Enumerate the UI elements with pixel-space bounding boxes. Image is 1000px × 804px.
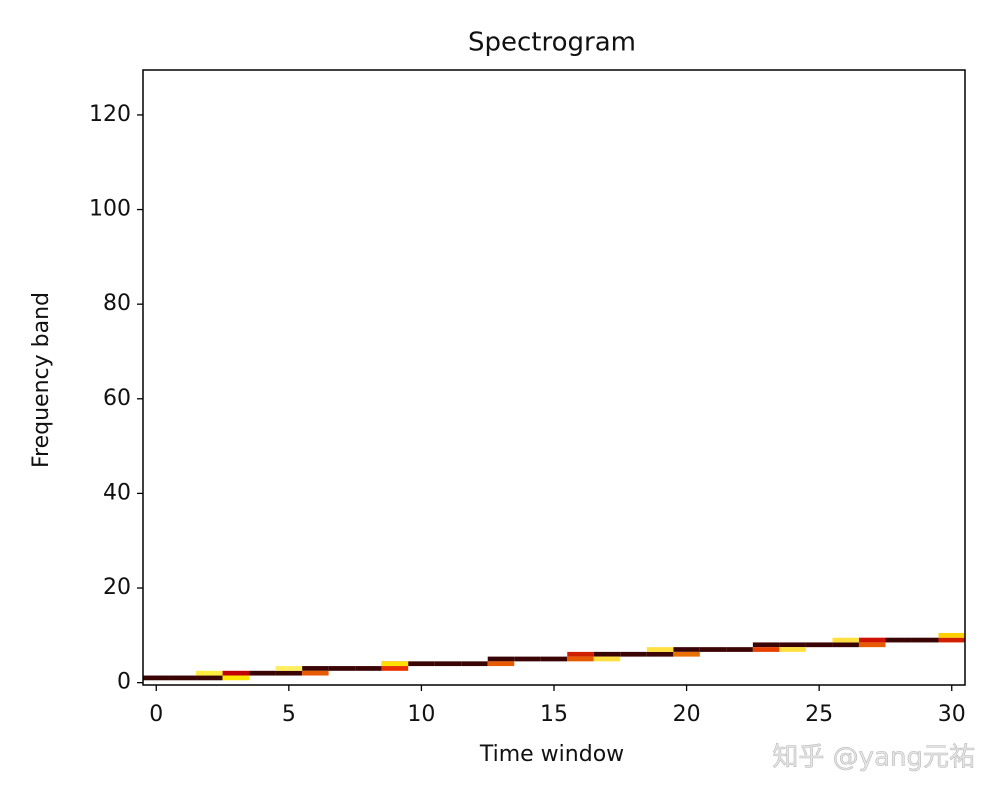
heatmap-cell xyxy=(779,642,806,648)
heatmap-cell xyxy=(832,642,859,648)
heatmap-cell xyxy=(911,637,939,643)
y-tick-label: 80 xyxy=(103,291,131,316)
heatmap-cell xyxy=(567,651,594,657)
x-axis-label: Time window xyxy=(479,742,624,767)
heatmap-cell xyxy=(381,661,409,667)
y-tick-label: 100 xyxy=(89,197,131,222)
heatmap-cell xyxy=(567,656,594,662)
heatmap-cell xyxy=(275,670,303,676)
heatmap-cell xyxy=(673,651,700,657)
heatmap-cell xyxy=(434,661,462,667)
heatmap-cell xyxy=(885,637,912,643)
x-tick-label: 0 xyxy=(149,702,163,727)
y-tick-label: 60 xyxy=(103,386,131,411)
x-tick-label: 10 xyxy=(407,702,435,727)
x-tick-label: 20 xyxy=(673,702,701,727)
heatmap-cell xyxy=(487,661,515,667)
y-tick-label: 0 xyxy=(117,670,131,695)
heatmap-cell xyxy=(858,642,886,648)
x-tick-label: 30 xyxy=(938,702,966,727)
heatmap-cell xyxy=(328,666,356,671)
heatmap-cell xyxy=(646,647,674,652)
plot-frame xyxy=(142,69,966,686)
heatmap-cell xyxy=(381,666,409,671)
heatmap-cell xyxy=(514,656,541,662)
heatmap-cell xyxy=(593,656,621,662)
y-axis-label: Frequency band xyxy=(29,292,54,468)
heatmap-cell xyxy=(593,651,621,657)
heatmap-cell xyxy=(249,670,276,676)
heatmap-cell xyxy=(355,666,382,671)
x-tick-label: 25 xyxy=(805,702,833,727)
heatmap-cell xyxy=(938,637,965,643)
x-tick-label: 5 xyxy=(282,702,296,727)
heatmap-cell xyxy=(169,675,197,681)
heatmap-cell xyxy=(752,647,780,652)
heatmap-cell xyxy=(302,666,329,671)
heatmap-cell xyxy=(699,647,727,652)
chart-title: Spectrogram xyxy=(468,28,636,58)
heatmap-cell xyxy=(805,642,833,648)
y-tick-label: 40 xyxy=(103,480,131,505)
heatmap-cell xyxy=(222,670,250,676)
heatmap-cell xyxy=(646,651,674,657)
heatmap-cell xyxy=(673,647,700,652)
heatmap-cell xyxy=(222,675,250,681)
heatmap-cell xyxy=(858,637,886,643)
heatmap-cell xyxy=(487,656,515,662)
heatmap-cell xyxy=(832,637,859,643)
heatmap-cell xyxy=(540,656,568,662)
heatmap-cell xyxy=(461,661,488,667)
heatmap-cell xyxy=(196,670,223,676)
heatmap-cell xyxy=(779,647,806,652)
heatmap-cell xyxy=(143,675,170,681)
heatmap-cell xyxy=(302,670,329,676)
y-tick-label: 120 xyxy=(89,102,131,127)
heatmap-cell xyxy=(726,647,753,652)
heatmap-cell xyxy=(275,666,303,671)
heatmap-cell xyxy=(938,632,965,638)
x-tick-label: 15 xyxy=(540,702,568,727)
watermark: 知乎 @yang元祐 xyxy=(772,743,975,773)
heatmap-cell xyxy=(408,661,435,667)
heatmap-cell xyxy=(196,675,223,681)
heatmap-cell xyxy=(752,642,780,648)
heatmap-cell xyxy=(620,651,647,657)
y-tick-label: 20 xyxy=(103,575,131,600)
